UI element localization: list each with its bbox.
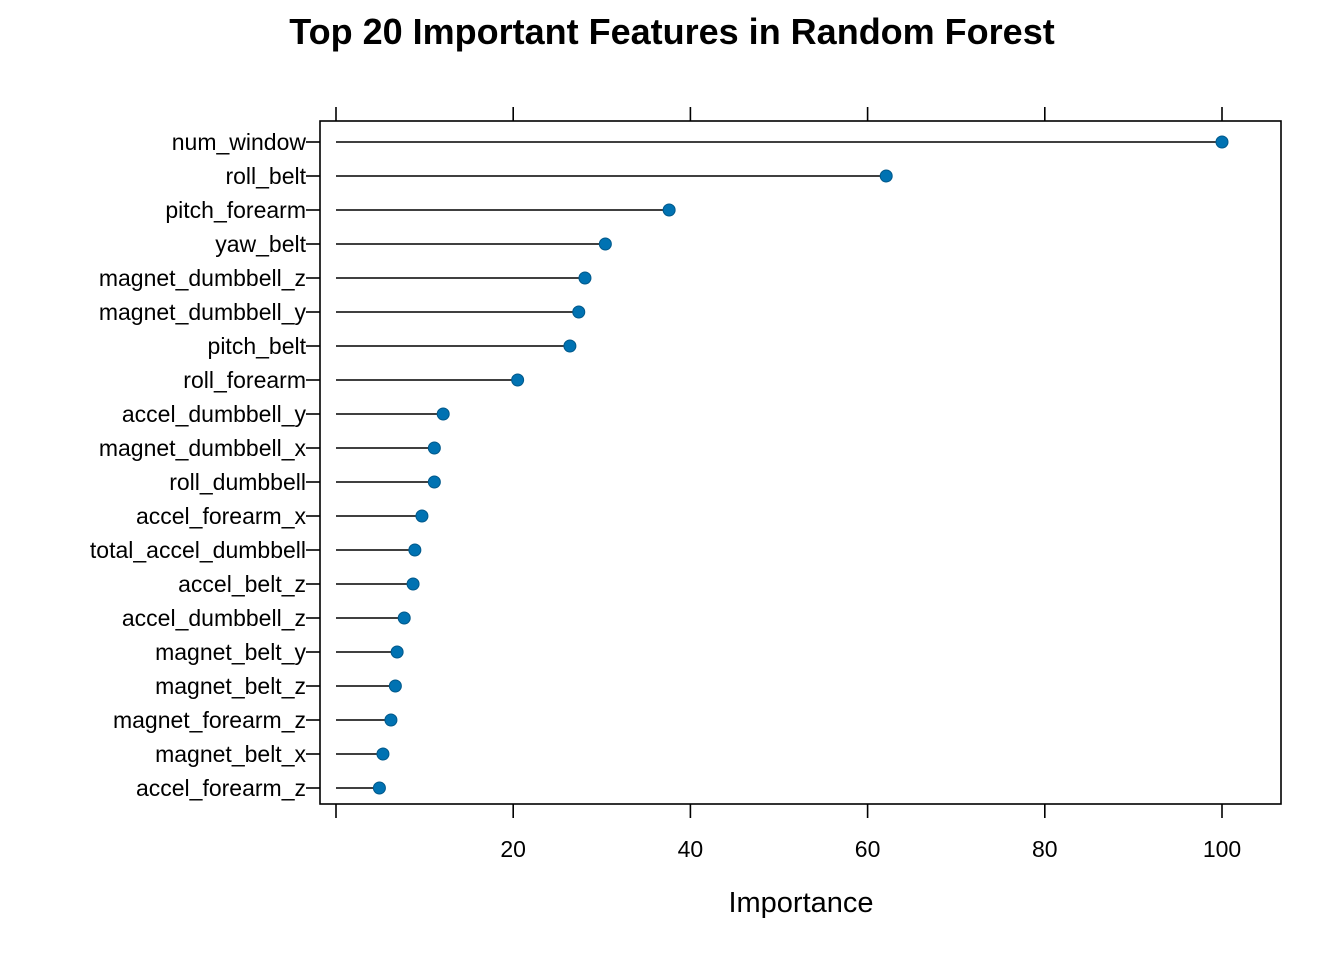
data-point (388, 679, 402, 693)
data-point (436, 407, 450, 421)
chart-title: Top 20 Important Features in Random Fore… (289, 11, 1054, 52)
data-point (408, 543, 422, 557)
category-label: yaw_belt (215, 231, 306, 257)
category-label: num_window (172, 129, 307, 155)
category-label: accel_forearm_x (136, 503, 307, 529)
data-point (397, 611, 411, 625)
data-point (390, 645, 404, 659)
data-point (1215, 135, 1229, 149)
category-label: pitch_forearm (165, 197, 306, 223)
data-point (427, 475, 441, 489)
bottom-axis-ticks (335, 804, 1223, 818)
category-label: magnet_dumbbell_z (99, 265, 306, 291)
data-point (578, 271, 592, 285)
data-point (372, 781, 386, 795)
data-points (372, 135, 1229, 795)
top-axis-ticks (335, 107, 1223, 121)
category-label: accel_forearm_z (136, 775, 306, 801)
category-label: magnet_belt_y (155, 639, 306, 665)
category-label: magnet_belt_x (155, 741, 306, 767)
plot-frame (319, 120, 1282, 805)
category-label: roll_dumbbell (169, 469, 306, 495)
category-label: accel_dumbbell_y (122, 401, 307, 427)
data-point (563, 339, 577, 353)
x-axis-title: Importance (728, 887, 873, 919)
stem-lines (336, 141, 1222, 789)
data-point (376, 747, 390, 761)
x-tick-label: 40 (678, 836, 704, 862)
x-tick-label: 60 (855, 836, 881, 862)
category-label: pitch_belt (208, 333, 307, 359)
category-label: roll_belt (225, 163, 306, 189)
x-tick-label: 20 (500, 836, 526, 862)
x-tick-label: 100 (1203, 836, 1241, 862)
data-point (384, 713, 398, 727)
category-label: accel_dumbbell_z (122, 605, 306, 631)
data-point (662, 203, 676, 217)
x-tick-label: 80 (1032, 836, 1058, 862)
data-point (427, 441, 441, 455)
data-point (879, 169, 893, 183)
category-label: accel_belt_z (178, 571, 306, 597)
category-label: magnet_dumbbell_x (99, 435, 307, 461)
category-label: magnet_forearm_z (113, 707, 306, 733)
data-point (415, 509, 429, 523)
category-labels: num_window roll_belt pitch_forearm yaw_belt… (90, 129, 307, 801)
data-point (598, 237, 612, 251)
category-label: magnet_dumbbell_y (99, 299, 307, 325)
data-point (511, 373, 525, 387)
data-point (406, 577, 420, 591)
category-label: total_accel_dumbbell (90, 537, 306, 563)
data-point (572, 305, 586, 319)
category-label: magnet_belt_z (155, 673, 306, 699)
left-axis-ticks (306, 141, 320, 789)
category-label: roll_forearm (183, 367, 306, 393)
x-axis-tick-labels: 20 40 60 80 100 (500, 836, 1241, 862)
